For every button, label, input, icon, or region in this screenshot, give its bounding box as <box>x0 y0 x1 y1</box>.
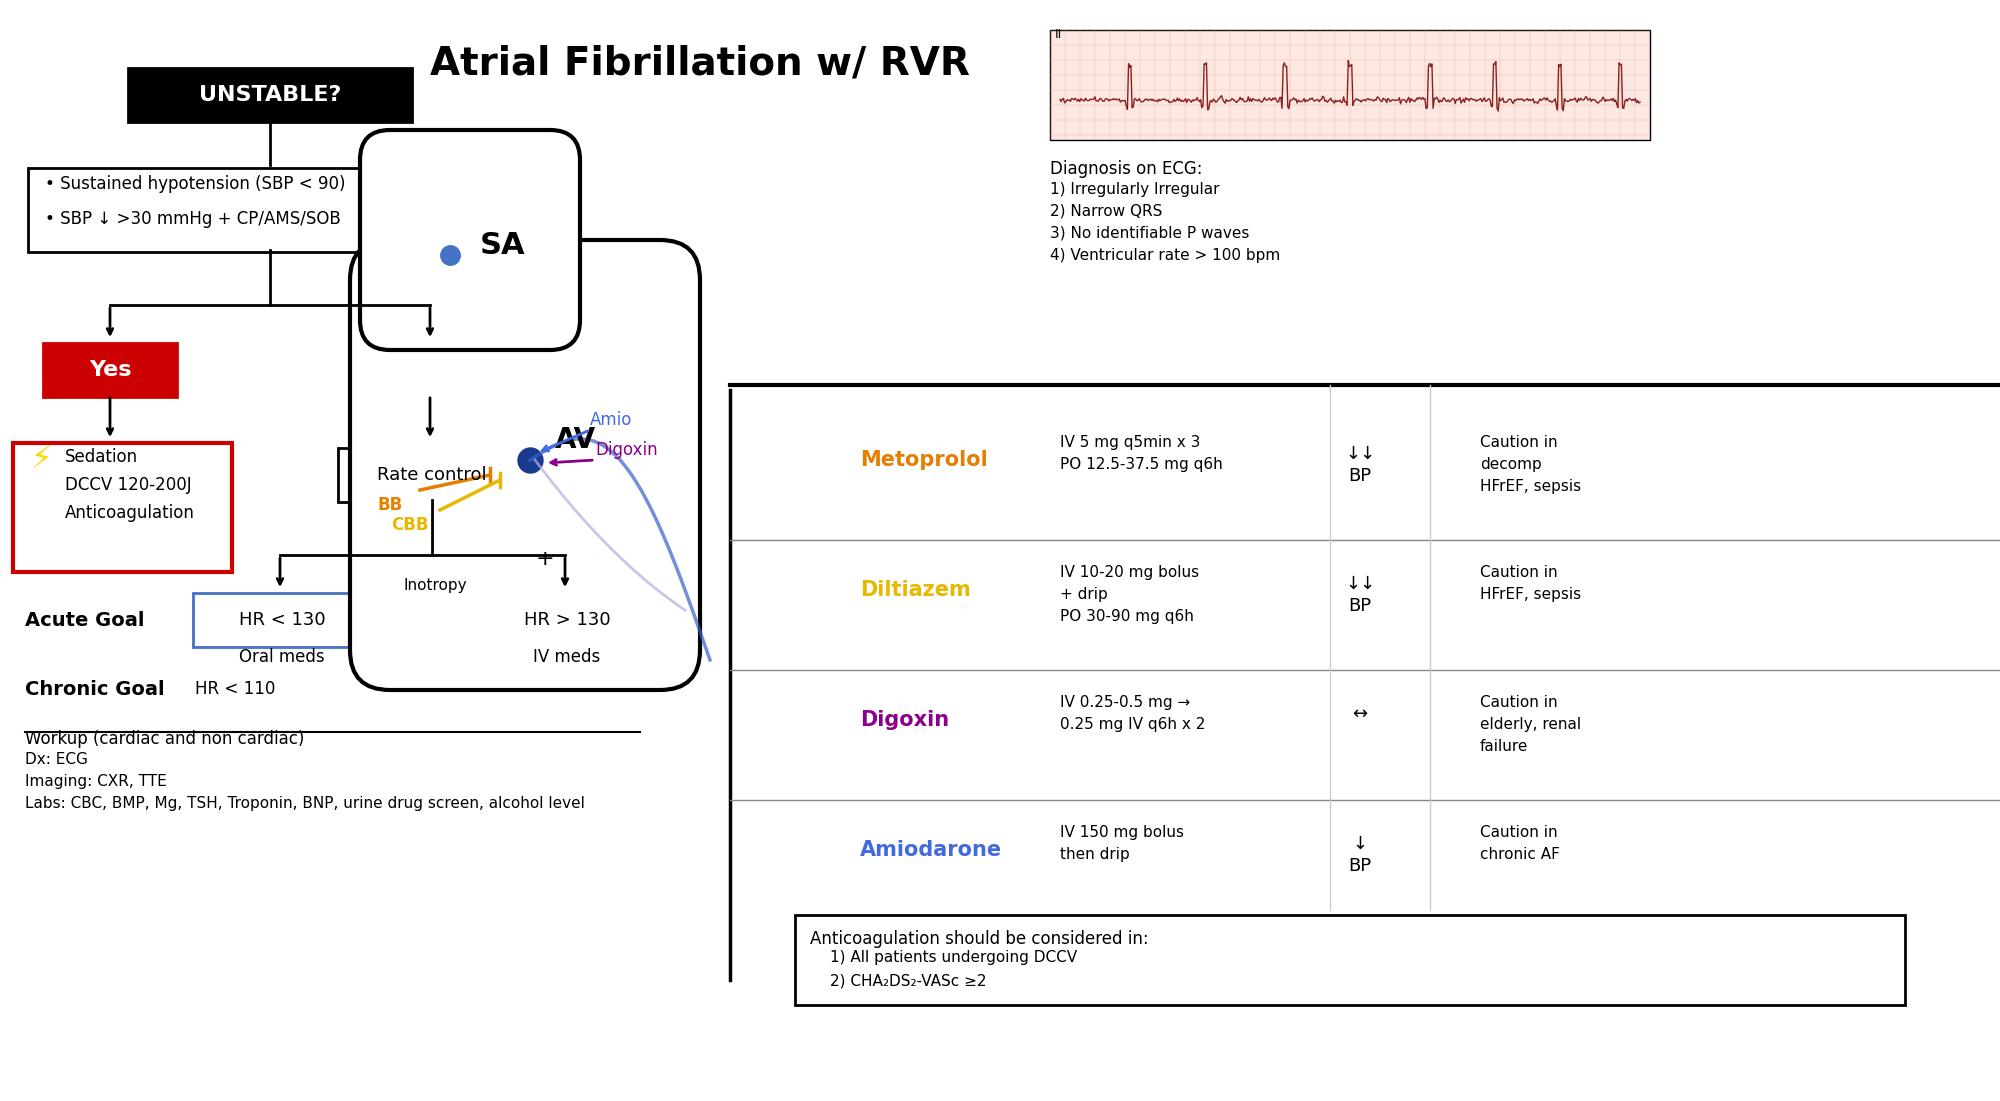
Text: No: No <box>414 360 446 380</box>
FancyBboxPatch shape <box>350 240 700 690</box>
Text: Workup (cardiac and non cardiac): Workup (cardiac and non cardiac) <box>24 730 304 748</box>
Text: chronic AF: chronic AF <box>1480 847 1560 862</box>
Text: Dx: ECG: Dx: ECG <box>24 752 88 767</box>
Text: • SBP ↓ >30 mmHg + CP/AMS/SOB: • SBP ↓ >30 mmHg + CP/AMS/SOB <box>44 210 340 228</box>
Text: Acute Goal: Acute Goal <box>24 610 144 630</box>
Text: failure: failure <box>1480 739 1528 754</box>
Text: PO 12.5-37.5 mg q6h: PO 12.5-37.5 mg q6h <box>1060 457 1222 472</box>
Text: IV 10-20 mg bolus: IV 10-20 mg bolus <box>1060 565 1200 580</box>
Text: 2) CHA₂DS₂-VASc ≥2: 2) CHA₂DS₂-VASc ≥2 <box>830 974 986 989</box>
FancyBboxPatch shape <box>364 344 496 397</box>
Text: Labs: CBC, BMP, Mg, TSH, Troponin, BNP, urine drug screen, alcohol level: Labs: CBC, BMP, Mg, TSH, Troponin, BNP, … <box>24 796 584 811</box>
Text: ↓↓: ↓↓ <box>1344 575 1376 593</box>
Text: Diltiazem: Diltiazem <box>860 580 970 600</box>
Text: 2) Narrow QRS: 2) Narrow QRS <box>1050 204 1162 219</box>
Text: ⚡: ⚡ <box>30 445 52 475</box>
FancyBboxPatch shape <box>192 593 372 647</box>
Text: 1) All patients undergoing DCCV: 1) All patients undergoing DCCV <box>830 950 1078 964</box>
Text: then drip: then drip <box>1060 847 1130 862</box>
Text: Amiodarone: Amiodarone <box>860 840 1002 860</box>
FancyBboxPatch shape <box>478 593 656 647</box>
Text: 3) No identifiable P waves: 3) No identifiable P waves <box>1050 226 1250 241</box>
Text: Atrial Fibrillation w/ RVR: Atrial Fibrillation w/ RVR <box>430 45 970 83</box>
Text: Caution in: Caution in <box>1480 565 1558 580</box>
Text: HFrEF, sepsis: HFrEF, sepsis <box>1480 587 1582 602</box>
FancyBboxPatch shape <box>128 68 412 122</box>
Text: IV 150 mg bolus: IV 150 mg bolus <box>1060 825 1184 840</box>
FancyBboxPatch shape <box>1050 30 1650 140</box>
Text: HR < 130: HR < 130 <box>238 611 326 629</box>
Text: 0.25 mg IV q6h x 2: 0.25 mg IV q6h x 2 <box>1060 717 1206 732</box>
Text: Anticoagulation should be considered in:: Anticoagulation should be considered in: <box>810 930 1148 948</box>
FancyBboxPatch shape <box>14 443 232 573</box>
Text: Oral meds: Oral meds <box>240 648 324 666</box>
FancyBboxPatch shape <box>28 168 522 252</box>
Text: HR < 110: HR < 110 <box>196 680 276 698</box>
FancyBboxPatch shape <box>338 448 528 502</box>
Text: Digoxin: Digoxin <box>860 710 950 730</box>
Text: ↓: ↓ <box>1352 835 1368 853</box>
Text: Metoprolol: Metoprolol <box>860 450 988 470</box>
Text: II: II <box>1056 28 1062 41</box>
Text: Caution in: Caution in <box>1480 825 1558 840</box>
Text: Chronic Goal: Chronic Goal <box>24 680 164 699</box>
Text: CBB: CBB <box>392 516 428 534</box>
Text: + drip: + drip <box>1060 587 1108 602</box>
Text: Diagnosis on ECG:: Diagnosis on ECG: <box>1050 160 1202 178</box>
Text: DCCV 120-200J: DCCV 120-200J <box>64 476 192 494</box>
Text: Caution in: Caution in <box>1480 435 1558 450</box>
Text: UNSTABLE?: UNSTABLE? <box>198 85 342 105</box>
Text: HFrEF, sepsis: HFrEF, sepsis <box>1480 479 1582 494</box>
FancyBboxPatch shape <box>44 344 176 397</box>
Text: ↔: ↔ <box>1352 705 1368 723</box>
Text: Amio: Amio <box>590 411 632 429</box>
Text: Yes: Yes <box>88 360 132 380</box>
Text: 1) Irregularly Irregular: 1) Irregularly Irregular <box>1050 182 1220 197</box>
Text: • Sustained hypotension (SBP < 90): • Sustained hypotension (SBP < 90) <box>44 175 346 193</box>
Text: Anticoagulation: Anticoagulation <box>64 504 194 522</box>
Text: ↓↓: ↓↓ <box>1344 445 1376 464</box>
FancyBboxPatch shape <box>360 130 580 350</box>
Text: BP: BP <box>1348 857 1372 875</box>
Text: HR > 130: HR > 130 <box>524 611 610 629</box>
Text: BP: BP <box>1348 597 1372 615</box>
Text: +: + <box>536 549 554 569</box>
FancyBboxPatch shape <box>796 915 1904 1005</box>
Text: IV 0.25-0.5 mg →: IV 0.25-0.5 mg → <box>1060 695 1190 710</box>
Text: Imaging: CXR, TTE: Imaging: CXR, TTE <box>24 774 166 789</box>
Text: Digoxin: Digoxin <box>596 442 658 459</box>
Text: elderly, renal: elderly, renal <box>1480 717 1582 732</box>
Text: Inotropy: Inotropy <box>404 578 466 593</box>
Text: decomp: decomp <box>1480 457 1542 472</box>
Text: Caution in: Caution in <box>1480 695 1558 710</box>
Text: AV: AV <box>556 426 596 454</box>
Text: SA: SA <box>480 230 526 260</box>
Text: PO 30-90 mg q6h: PO 30-90 mg q6h <box>1060 609 1194 624</box>
Text: IV 5 mg q5min x 3: IV 5 mg q5min x 3 <box>1060 435 1200 450</box>
Text: BP: BP <box>1348 467 1372 486</box>
Text: Rate control: Rate control <box>378 466 486 484</box>
Text: IV meds: IV meds <box>534 648 600 666</box>
Text: BB: BB <box>378 495 402 514</box>
Text: 4) Ventricular rate > 100 bpm: 4) Ventricular rate > 100 bpm <box>1050 248 1280 263</box>
Text: Sedation: Sedation <box>64 448 138 466</box>
